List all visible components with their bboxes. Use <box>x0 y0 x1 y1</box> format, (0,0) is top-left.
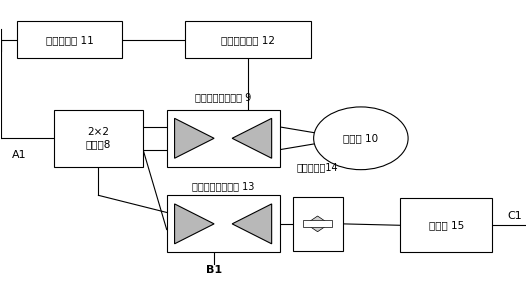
Text: 光纤环 10: 光纤环 10 <box>343 133 379 143</box>
Polygon shape <box>175 118 214 158</box>
Text: 光纤柔性盘14: 光纤柔性盘14 <box>297 162 338 173</box>
Text: 中心控制电路 12: 中心控制电路 12 <box>221 35 275 45</box>
Bar <box>400 198 492 252</box>
Polygon shape <box>306 216 329 224</box>
Text: 第一集成光学波导 9: 第一集成光学波导 9 <box>195 93 251 103</box>
Text: 合束器 15: 合束器 15 <box>429 220 464 230</box>
Bar <box>167 110 279 167</box>
Bar <box>54 110 143 167</box>
Bar <box>304 220 332 227</box>
Text: 第二集成光学波导 13: 第二集成光学波导 13 <box>192 181 254 191</box>
Polygon shape <box>175 204 214 244</box>
Text: 2×2
耦合器8: 2×2 耦合器8 <box>86 128 111 149</box>
Bar <box>185 21 311 58</box>
Polygon shape <box>232 204 272 244</box>
Bar <box>17 21 122 58</box>
Text: C1: C1 <box>508 211 523 221</box>
Ellipse shape <box>314 107 408 170</box>
Text: B1: B1 <box>206 265 222 275</box>
Text: A1: A1 <box>12 150 26 160</box>
Text: 陀螺探测器 11: 陀螺探测器 11 <box>46 35 93 45</box>
Polygon shape <box>232 118 272 158</box>
Bar <box>293 197 343 251</box>
Polygon shape <box>306 224 329 232</box>
Bar <box>167 195 279 252</box>
